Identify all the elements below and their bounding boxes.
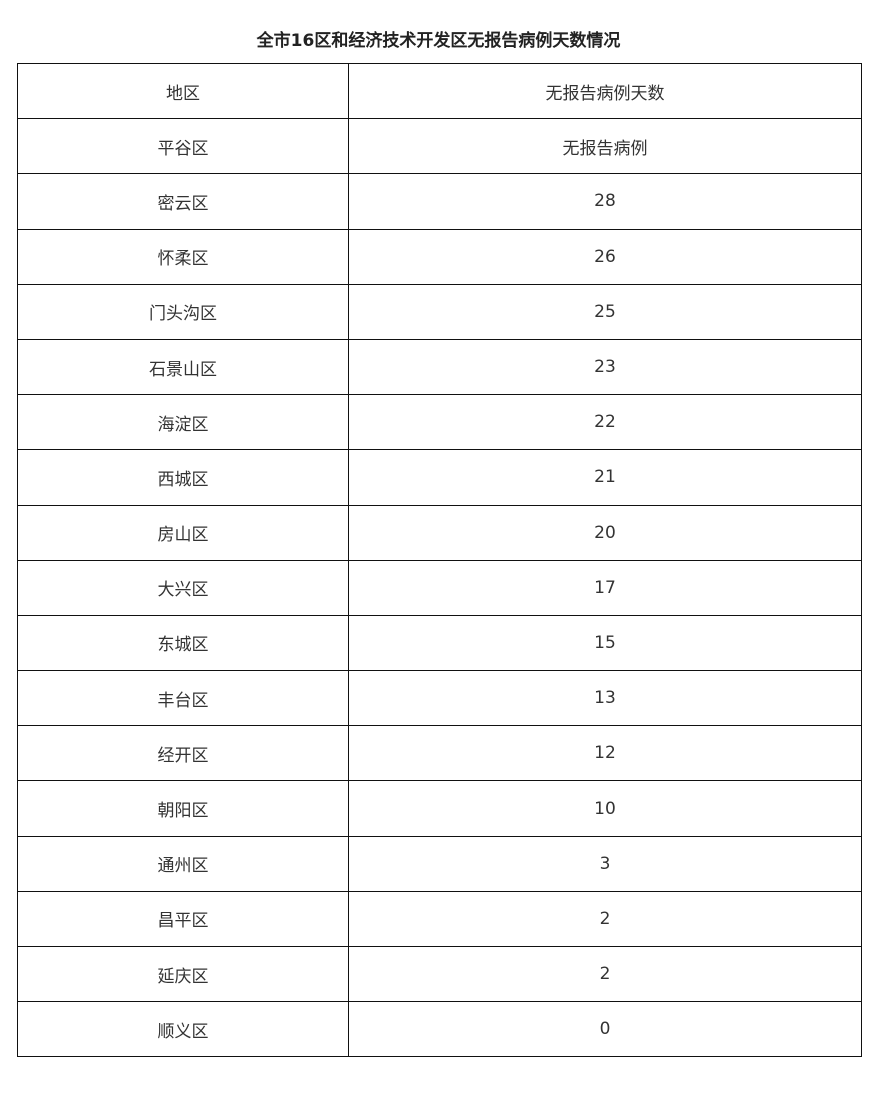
no-case-days-cell: 28 bbox=[348, 173, 862, 230]
table-row: 密云区 28 bbox=[17, 173, 862, 230]
table-row: 石景山区 23 bbox=[17, 338, 862, 396]
table-header-row: 地区 无报告病例天数 bbox=[17, 62, 862, 120]
table-row: 朝阳区 10 bbox=[17, 780, 862, 837]
district-cell: 朝阳区 bbox=[17, 780, 349, 837]
no-case-days-cell: 26 bbox=[348, 228, 862, 285]
district-cell: 海淀区 bbox=[17, 394, 349, 451]
table-row: 顺义区 0 bbox=[17, 1001, 862, 1058]
table-row: 东城区 15 bbox=[17, 614, 862, 672]
district-cell: 昌平区 bbox=[17, 890, 349, 948]
district-cell: 延庆区 bbox=[17, 945, 349, 1003]
no-case-days-cell: 无报告病例 bbox=[348, 118, 862, 175]
district-cell: 平谷区 bbox=[17, 118, 349, 175]
no-case-days-cell: 25 bbox=[348, 283, 862, 340]
header-no-case-days: 无报告病例天数 bbox=[348, 62, 862, 120]
district-cell: 东城区 bbox=[17, 614, 349, 672]
district-cell: 大兴区 bbox=[17, 559, 349, 616]
table-row: 大兴区 17 bbox=[17, 559, 862, 616]
table-row: 平谷区 无报告病例 bbox=[17, 118, 862, 175]
no-case-days-cell: 23 bbox=[348, 338, 862, 396]
table-row: 通州区 3 bbox=[17, 835, 862, 892]
district-cell: 顺义区 bbox=[17, 1001, 349, 1058]
district-cell: 通州区 bbox=[17, 835, 349, 892]
no-case-days-cell: 2 bbox=[348, 890, 862, 948]
no-case-days-cell: 22 bbox=[348, 394, 862, 451]
table-row: 延庆区 2 bbox=[17, 945, 862, 1003]
no-case-days-cell: 15 bbox=[348, 614, 862, 672]
district-cell: 房山区 bbox=[17, 504, 349, 561]
table-row: 怀柔区 26 bbox=[17, 228, 862, 285]
district-cell: 石景山区 bbox=[17, 338, 349, 396]
no-case-days-cell: 12 bbox=[348, 725, 862, 782]
district-cell: 西城区 bbox=[17, 449, 349, 506]
table-row: 门头沟区 25 bbox=[17, 283, 862, 340]
table-row: 丰台区 13 bbox=[17, 670, 862, 727]
table-row: 海淀区 22 bbox=[17, 394, 862, 451]
no-case-days-cell: 2 bbox=[348, 945, 862, 1003]
district-cell: 密云区 bbox=[17, 173, 349, 230]
header-district: 地区 bbox=[17, 62, 349, 120]
district-cell: 门头沟区 bbox=[17, 283, 349, 340]
no-case-days-cell: 20 bbox=[348, 504, 862, 561]
table-row: 房山区 20 bbox=[17, 504, 862, 561]
district-cell: 经开区 bbox=[17, 725, 349, 782]
page-title: 全市16区和经济技术开发区无报告病例天数情况 bbox=[256, 31, 621, 51]
no-case-days-table: 地区 无报告病例天数 平谷区 无报告病例 密云区 28 怀柔区 26 门头沟区 25 石景山区 2… bbox=[17, 62, 862, 1058]
table-row: 西城区 21 bbox=[17, 449, 862, 506]
district-cell: 丰台区 bbox=[17, 670, 349, 727]
no-case-days-cell: 17 bbox=[348, 559, 862, 616]
table-row: 经开区 12 bbox=[17, 725, 862, 782]
no-case-days-cell: 21 bbox=[348, 449, 862, 506]
no-case-days-cell: 3 bbox=[348, 835, 862, 892]
no-case-days-cell: 0 bbox=[348, 1001, 862, 1058]
table-row: 昌平区 2 bbox=[17, 890, 862, 948]
no-case-days-cell: 10 bbox=[348, 780, 862, 837]
no-case-days-cell: 13 bbox=[348, 670, 862, 727]
district-cell: 怀柔区 bbox=[17, 228, 349, 285]
